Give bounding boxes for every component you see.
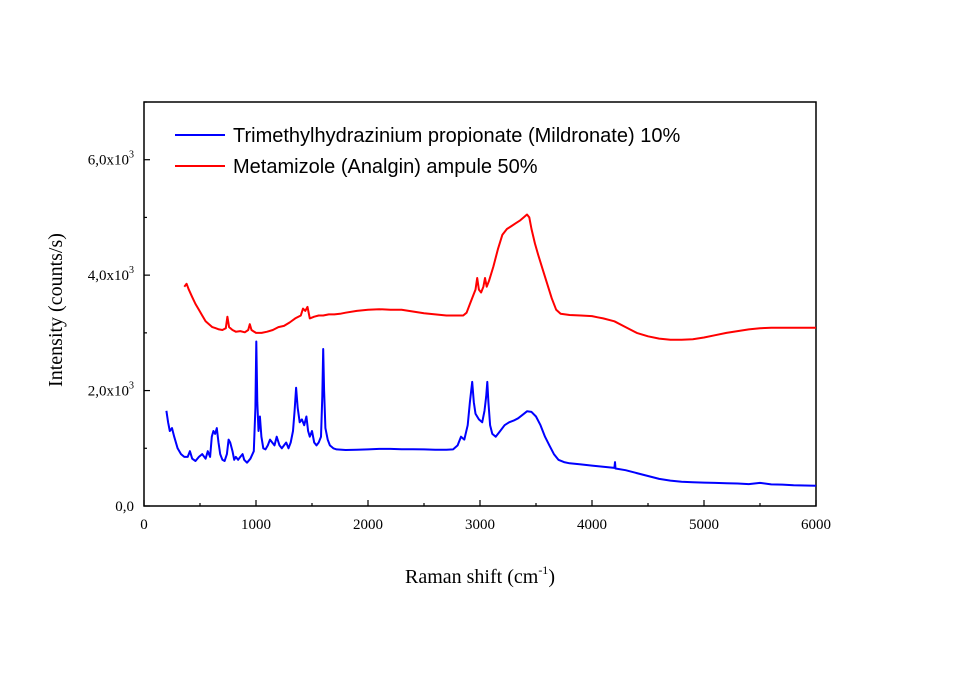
legend-label-metamizole: Metamizole (Analgin) ampule 50% <box>233 156 538 178</box>
x-tick-label: 5000 <box>689 517 719 533</box>
x-tick-label: 1000 <box>241 517 271 533</box>
y-axis-ticks: 0,0 2,0x103 4,0x103 6,0x103 <box>88 101 150 515</box>
series-line-mildronate <box>165 340 817 487</box>
y-tick-label: 2,0x103 <box>88 381 134 400</box>
series-line-metamizole <box>183 213 816 341</box>
x-tick-label: 0 <box>140 517 148 533</box>
x-axis-ticks: 0 1000 2000 3000 4000 5000 6000 <box>140 500 831 533</box>
y-axis-title: Intensity (counts/s) <box>45 233 67 387</box>
x-tick-label: 4000 <box>577 517 607 533</box>
legend-label-mildronate: Trimethylhydrazinium propionate (Mildron… <box>233 125 680 147</box>
series-layer <box>165 213 817 487</box>
y-tick-label: 6,0x103 <box>88 150 134 169</box>
legend: Trimethylhydrazinium propionate (Mildron… <box>175 125 680 178</box>
x-tick-label: 3000 <box>465 517 495 533</box>
y-tick-label: 0,0 <box>115 499 134 515</box>
y-tick-label: 4,0x103 <box>88 265 134 284</box>
x-axis-title: Raman shift (cm-1) <box>405 563 555 588</box>
x-tick-label: 6000 <box>801 517 831 533</box>
x-tick-label: 2000 <box>353 517 383 533</box>
